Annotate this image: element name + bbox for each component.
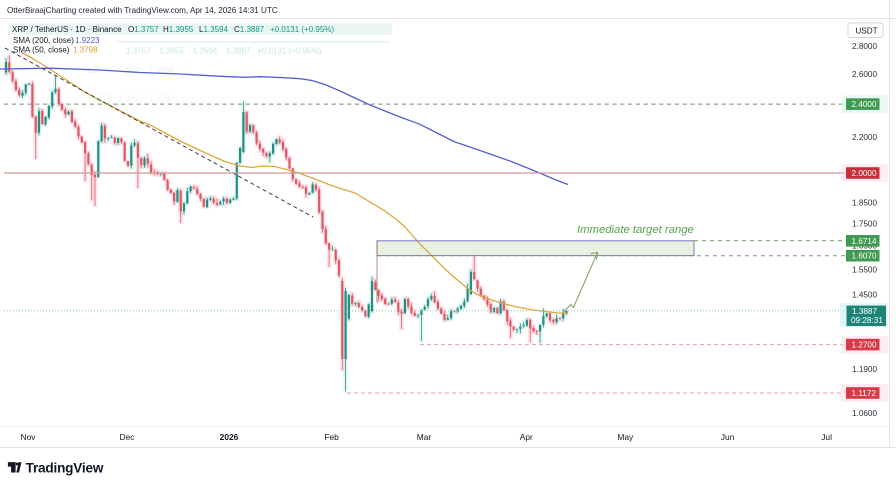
svg-text:C1.3887: C1.3887 — [234, 25, 265, 34]
svg-text:Immediate target range: Immediate target range — [577, 224, 694, 236]
svg-text:1.3757 1.3955 1.3594: 1.3757 1.3955 1.3594 — [87, 66, 174, 75]
svg-text:1.6714: 1.6714 — [852, 237, 877, 246]
svg-text:1.3798: 1.3798 — [73, 46, 98, 55]
svg-text:1.7500: 1.7500 — [852, 220, 877, 229]
svg-text:H1.3955: H1.3955 — [163, 25, 194, 34]
svg-text:Mar: Mar — [417, 432, 432, 442]
svg-text:2.4000: 2.4000 — [852, 100, 877, 109]
svg-text:2.8000: 2.8000 — [852, 42, 877, 51]
svg-text:Apr: Apr — [520, 432, 533, 442]
svg-text:2.2000: 2.2000 — [852, 133, 877, 142]
svg-text:XRP / TetherUS · 1D · Binance: XRP / TetherUS · 1D · Binance — [12, 25, 122, 34]
svg-text:2026: 2026 — [220, 432, 239, 442]
svg-text:2.6000: 2.6000 — [852, 70, 877, 79]
svg-text:Dec: Dec — [120, 432, 135, 442]
svg-text:Nov: Nov — [21, 432, 37, 442]
svg-text:SMA (50, close): SMA (50, close) — [13, 46, 70, 55]
svg-text:1.6070: 1.6070 — [852, 252, 877, 261]
svg-text:OtterBiraajCharting created wi: OtterBiraajCharting created with Trading… — [7, 6, 278, 15]
svg-text:1.1900: 1.1900 — [852, 365, 877, 374]
svg-text:Feb: Feb — [324, 432, 339, 442]
svg-text:1.3757 1.3955 1.3594: 1.3757 1.3955 1.3594 1.3887 +0.0131 (+0.… — [126, 47, 322, 56]
svg-text:+0.0131 (+0.95%): +0.0131 (+0.95%) — [270, 25, 334, 34]
svg-text:1.2700: 1.2700 — [852, 341, 877, 350]
svg-text:TradingView: TradingView — [26, 460, 104, 475]
svg-text:USDT: USDT — [855, 27, 877, 36]
svg-text:2.0000: 2.0000 — [852, 169, 877, 178]
svg-text:O1.3757: O1.3757 — [128, 25, 159, 34]
svg-text:1.5500: 1.5500 — [852, 265, 877, 274]
svg-text:1.3887: 1.3887 — [852, 307, 877, 316]
svg-text:1.1172: 1.1172 — [852, 389, 877, 398]
svg-text:1.4500: 1.4500 — [852, 291, 877, 300]
svg-text:May: May — [617, 432, 634, 442]
svg-text:L1.3594: L1.3594 — [199, 25, 228, 34]
svg-text:SMA (200, close): SMA (200, close) — [13, 36, 74, 45]
svg-text:1.9223: 1.9223 — [75, 36, 100, 45]
svg-text:1.0600: 1.0600 — [852, 409, 877, 418]
svg-text:1.3757 1.3955 1.3594: 1.3757 1.3955 1.3594 — [87, 94, 174, 103]
svg-text:1.8500: 1.8500 — [852, 199, 877, 208]
svg-text:09:28:31: 09:28:31 — [851, 316, 883, 325]
svg-text:Jun: Jun — [721, 432, 735, 442]
svg-text:Jul: Jul — [821, 432, 832, 442]
